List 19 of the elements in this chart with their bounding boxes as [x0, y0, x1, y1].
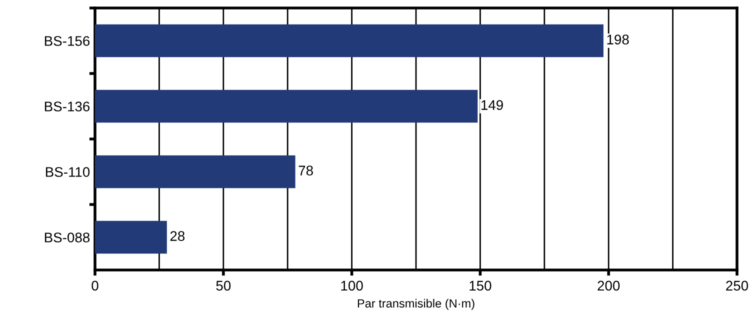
- bar: [95, 155, 296, 188]
- bar: [95, 24, 604, 58]
- x-axis-title: Par transmisible (N·m): [358, 298, 474, 310]
- x-tick-label: 200: [598, 280, 620, 291]
- x-tick-label: 100: [341, 280, 363, 291]
- y-tick-label: BS-156: [44, 36, 90, 46]
- x-tick-label: 250: [726, 280, 748, 291]
- bar: [95, 220, 167, 254]
- data-label: 78: [298, 166, 313, 176]
- data-label: 149: [481, 100, 503, 110]
- x-tick-label: 50: [216, 280, 231, 291]
- x-tick-label: 150: [470, 280, 492, 291]
- x-tick-label: 0: [92, 280, 98, 291]
- bar: [95, 90, 478, 123]
- data-label: 198: [607, 34, 629, 44]
- data-label: 28: [170, 231, 185, 241]
- y-tick-label: BS-110: [46, 167, 90, 177]
- y-tick-label: BS-088: [44, 232, 90, 242]
- y-tick-label: BS-136: [44, 102, 90, 112]
